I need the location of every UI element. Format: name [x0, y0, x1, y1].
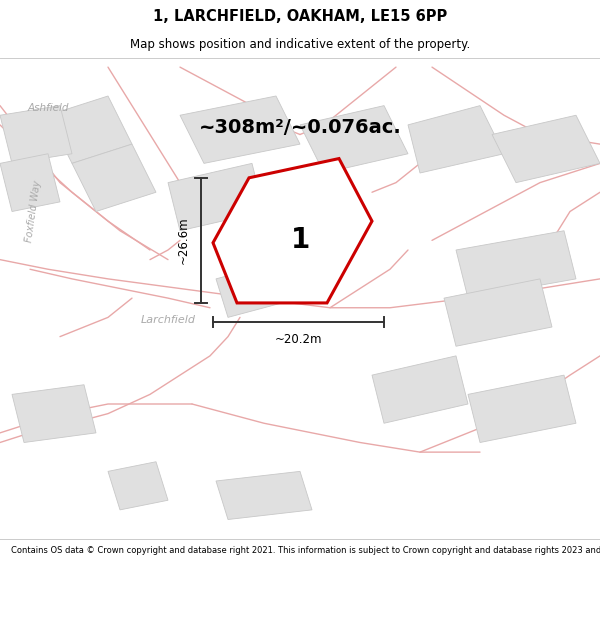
Text: 1: 1	[290, 226, 310, 254]
Polygon shape	[444, 279, 552, 346]
Text: ~308m²/~0.076ac.: ~308m²/~0.076ac.	[199, 118, 401, 137]
Polygon shape	[0, 154, 60, 211]
Polygon shape	[180, 96, 300, 163]
Text: Map shows position and indicative extent of the property.: Map shows position and indicative extent…	[130, 38, 470, 51]
Polygon shape	[456, 231, 576, 298]
Polygon shape	[216, 259, 300, 318]
Text: Foxfield Way: Foxfield Way	[23, 180, 43, 243]
Polygon shape	[108, 462, 168, 510]
Polygon shape	[492, 115, 600, 182]
Polygon shape	[216, 471, 312, 519]
Polygon shape	[168, 163, 264, 231]
Polygon shape	[0, 106, 72, 163]
Polygon shape	[300, 106, 408, 173]
Text: Contains OS data © Crown copyright and database right 2021. This information is : Contains OS data © Crown copyright and d…	[11, 546, 600, 554]
Text: ~20.2m: ~20.2m	[275, 332, 323, 346]
Polygon shape	[468, 375, 576, 442]
Text: 1, LARCHFIELD, OAKHAM, LE15 6PP: 1, LARCHFIELD, OAKHAM, LE15 6PP	[153, 9, 447, 24]
Text: Larchfield: Larchfield	[140, 315, 196, 325]
Polygon shape	[249, 216, 306, 281]
Polygon shape	[48, 96, 132, 163]
Text: Ashfield: Ashfield	[27, 103, 69, 113]
Polygon shape	[213, 159, 372, 303]
Polygon shape	[12, 385, 96, 442]
Polygon shape	[408, 106, 504, 173]
Text: ~26.6m: ~26.6m	[176, 216, 190, 264]
Polygon shape	[372, 356, 468, 423]
Polygon shape	[72, 144, 156, 211]
